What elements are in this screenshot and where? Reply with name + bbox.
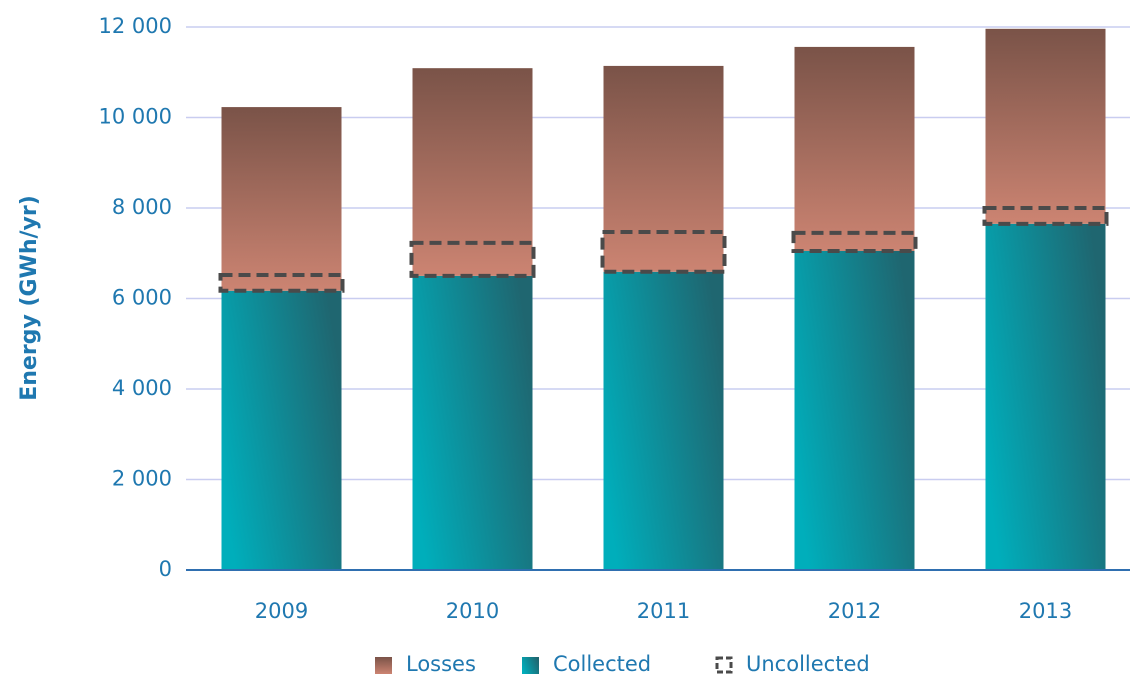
bar-segment xyxy=(603,65,724,272)
uncollected-box xyxy=(982,206,1109,226)
y-tick-label: 12 000 xyxy=(99,14,172,38)
x-tick-label: 2013 xyxy=(1019,599,1072,623)
legend-swatch xyxy=(375,657,392,674)
y-tick-label: 10 000 xyxy=(99,105,172,129)
legend-swatch xyxy=(715,656,733,674)
x-tick-label: 2012 xyxy=(828,599,881,623)
y-tick-label: 0 xyxy=(159,557,172,581)
legend-label: Losses xyxy=(406,652,476,676)
bar-segment xyxy=(985,223,1106,570)
uncollected-box xyxy=(600,229,727,274)
x-tick-label: 2011 xyxy=(637,599,690,623)
bar-segment xyxy=(985,28,1106,224)
legend-label: Uncollected xyxy=(746,652,870,676)
y-tick-label: 4 000 xyxy=(112,376,172,400)
legend-label: Collected xyxy=(553,652,651,676)
bar-segment xyxy=(794,46,915,251)
uncollected-box xyxy=(791,230,918,253)
y-tick-label: 8 000 xyxy=(112,195,172,219)
y-tick-label: 6 000 xyxy=(112,286,172,310)
bar-segment xyxy=(412,275,533,570)
bar-segment xyxy=(221,290,342,570)
bar-segment xyxy=(603,271,724,570)
uncollected-box xyxy=(218,272,345,293)
y-tick-label: 2 000 xyxy=(112,467,172,491)
x-tick-label: 2009 xyxy=(255,599,308,623)
bar-segment xyxy=(221,107,342,291)
y-axis-label: Energy (GWh/yr) xyxy=(17,195,42,401)
x-tick-label: 2010 xyxy=(446,599,499,623)
bar-segment xyxy=(794,250,915,571)
uncollected-box xyxy=(409,240,536,278)
legend-swatch xyxy=(522,657,539,674)
